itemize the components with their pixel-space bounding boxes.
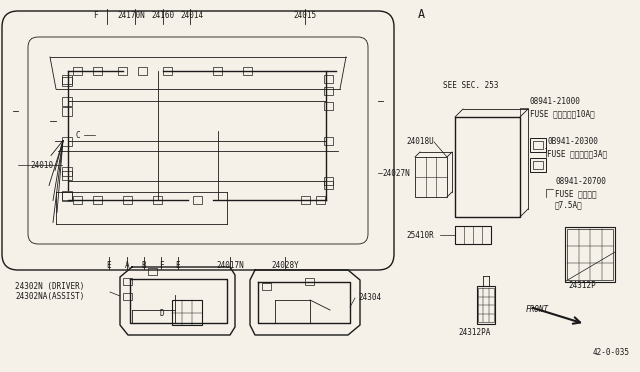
Bar xyxy=(213,67,222,75)
Text: 08941-20700: 08941-20700 xyxy=(555,177,606,186)
Bar xyxy=(123,278,132,285)
Bar xyxy=(123,196,132,204)
Bar xyxy=(193,196,202,204)
Bar xyxy=(62,167,72,176)
Text: 24302NA(ASSIST): 24302NA(ASSIST) xyxy=(15,292,84,301)
Text: F: F xyxy=(93,12,97,20)
Text: 24304: 24304 xyxy=(358,294,381,302)
Bar xyxy=(62,191,72,200)
Bar xyxy=(324,176,333,185)
Bar xyxy=(62,97,72,106)
Text: F: F xyxy=(159,262,163,270)
Bar xyxy=(93,196,102,204)
Text: FUSE ヒューズ（3A）: FUSE ヒューズ（3A） xyxy=(547,150,607,158)
Bar xyxy=(62,77,72,86)
Text: E: E xyxy=(107,262,111,270)
Text: E: E xyxy=(176,262,180,270)
Bar xyxy=(163,67,172,75)
Text: 24302N (DRIVER): 24302N (DRIVER) xyxy=(15,282,84,292)
Text: D: D xyxy=(160,308,164,317)
Bar xyxy=(324,102,333,110)
Bar xyxy=(62,137,72,145)
Bar xyxy=(533,161,543,169)
Text: SEE SEC. 253: SEE SEC. 253 xyxy=(443,80,499,90)
Text: B: B xyxy=(141,262,147,270)
Bar xyxy=(415,157,447,197)
Text: 25410R: 25410R xyxy=(406,231,434,240)
Text: 24018U: 24018U xyxy=(406,138,434,147)
Bar xyxy=(73,196,82,204)
Bar xyxy=(118,67,127,75)
Bar xyxy=(148,268,157,275)
Text: 08941-21000: 08941-21000 xyxy=(530,97,581,106)
Text: （7.5A）: （7.5A） xyxy=(555,201,583,209)
Bar xyxy=(301,196,310,204)
Bar xyxy=(138,67,147,75)
Bar xyxy=(62,106,72,115)
Bar xyxy=(123,293,132,300)
Text: 24027N: 24027N xyxy=(382,169,410,177)
Bar xyxy=(262,283,271,290)
Text: FRONT: FRONT xyxy=(526,305,549,314)
Bar xyxy=(172,300,202,325)
Text: FUSE ヒューズ（10A）: FUSE ヒューズ（10A） xyxy=(530,109,595,119)
Bar xyxy=(62,192,72,201)
Text: A: A xyxy=(125,262,129,270)
Text: 24312P: 24312P xyxy=(568,280,596,289)
Text: 0B941-20300: 0B941-20300 xyxy=(547,138,598,147)
Bar xyxy=(153,196,162,204)
Text: 42-0-035: 42-0-035 xyxy=(593,348,630,357)
Bar xyxy=(455,117,520,217)
Text: 24160: 24160 xyxy=(152,12,175,20)
Bar xyxy=(530,158,546,172)
Bar xyxy=(477,286,495,324)
Text: 24312PA: 24312PA xyxy=(459,328,491,337)
Text: 24017N: 24017N xyxy=(216,262,244,270)
Bar xyxy=(62,171,72,180)
Text: 24014: 24014 xyxy=(180,12,204,20)
Bar xyxy=(93,67,102,75)
Bar xyxy=(478,288,494,322)
Text: 24028Y: 24028Y xyxy=(271,262,299,270)
Text: C: C xyxy=(76,131,80,140)
Text: 24010: 24010 xyxy=(30,160,53,170)
Bar xyxy=(565,227,615,282)
Bar xyxy=(62,75,72,84)
Bar xyxy=(316,196,325,204)
Bar xyxy=(455,226,491,244)
Bar xyxy=(243,67,252,75)
Bar xyxy=(324,137,333,144)
Bar xyxy=(533,141,543,149)
Bar xyxy=(530,138,546,152)
Bar xyxy=(73,67,82,75)
Text: FUSE ヒューズ: FUSE ヒューズ xyxy=(555,189,596,199)
Text: A: A xyxy=(418,9,425,22)
Bar xyxy=(567,229,613,280)
Text: 24015: 24015 xyxy=(293,12,317,20)
Bar xyxy=(324,181,333,189)
Text: 24170N: 24170N xyxy=(117,12,145,20)
Bar xyxy=(324,87,333,94)
Bar xyxy=(305,278,314,285)
Bar xyxy=(324,75,333,83)
